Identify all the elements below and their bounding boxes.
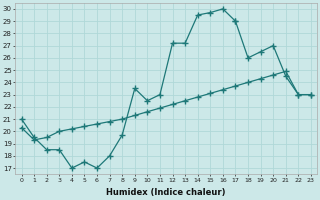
X-axis label: Humidex (Indice chaleur): Humidex (Indice chaleur) bbox=[107, 188, 226, 197]
